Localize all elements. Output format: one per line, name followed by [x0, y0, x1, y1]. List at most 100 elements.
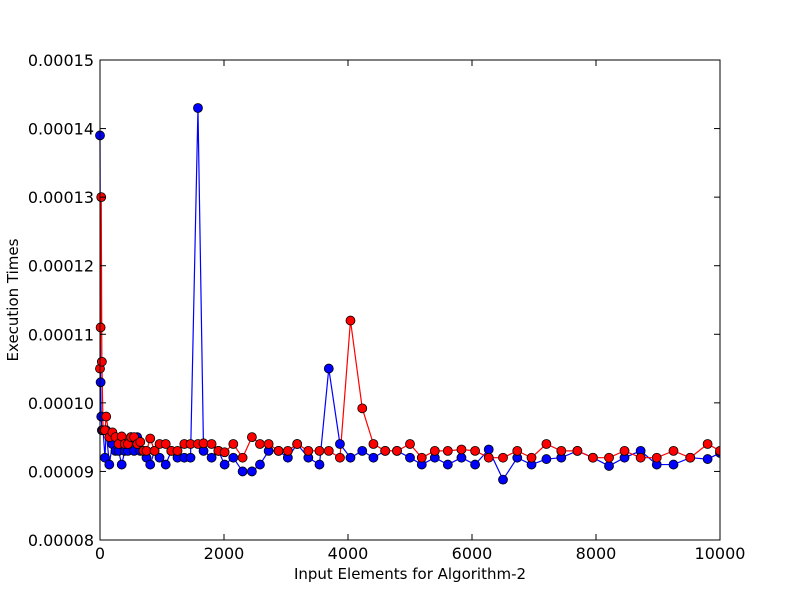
data-point-1 [292, 439, 303, 449]
data-point-1 [429, 445, 440, 456]
data-point-0 [483, 444, 494, 455]
data-point-1 [198, 438, 209, 449]
data-point-1 [368, 439, 379, 449]
data-point-1 [588, 452, 598, 463]
y-tick-label: 0.00008 [28, 531, 94, 550]
data-point-1 [456, 444, 467, 455]
data-point-1 [556, 445, 567, 456]
data-point-0 [357, 445, 368, 456]
data-point-0 [314, 459, 325, 470]
series-group [95, 103, 720, 485]
data-point-1 [635, 452, 646, 463]
data-point-0 [246, 466, 257, 477]
data-point-1 [335, 452, 345, 463]
series-layer [95, 103, 720, 485]
data-point-0 [442, 459, 453, 470]
data-point-0 [206, 452, 217, 463]
y-tick-label: 0.00014 [28, 120, 94, 139]
data-point-1 [572, 445, 583, 456]
data-point-1 [282, 445, 293, 456]
data-point-1 [263, 439, 274, 449]
data-point-0 [104, 459, 115, 470]
data-point-0 [145, 459, 156, 470]
data-point-1 [685, 452, 696, 463]
y-tick-label: 0.00012 [28, 257, 94, 276]
y-tick-label: 0.00015 [28, 51, 94, 70]
data-point-1 [470, 445, 481, 456]
data-point-1 [323, 445, 334, 456]
x-tick-label: 0 [95, 544, 105, 563]
data-point-1 [702, 439, 713, 449]
data-point-1 [405, 439, 415, 449]
data-point-0 [323, 363, 334, 374]
data-point-1 [145, 433, 156, 444]
data-point-1 [314, 445, 325, 456]
data-point-0 [160, 459, 171, 470]
y-tick-label: 0.00009 [28, 462, 94, 481]
data-point-0 [335, 439, 345, 449]
data-point-1 [95, 322, 106, 333]
y-tick-label: 0.00010 [28, 394, 94, 413]
data-point-0 [498, 474, 508, 485]
data-point-1 [149, 445, 160, 456]
data-point-1 [273, 445, 284, 456]
data-point-1 [141, 445, 152, 456]
x-tick-label: 6000 [452, 544, 493, 563]
data-point-1 [604, 452, 614, 463]
data-point-1 [101, 411, 112, 422]
data-point-1 [442, 445, 453, 456]
data-point-0 [470, 459, 481, 470]
data-point-1 [380, 445, 391, 456]
data-point-1 [160, 439, 171, 449]
data-point-1 [345, 315, 356, 326]
data-point-0 [185, 452, 196, 463]
data-point-0 [255, 459, 265, 470]
data-point-0 [228, 452, 239, 463]
data-point-1 [357, 403, 368, 414]
data-point-0 [668, 459, 679, 470]
data-point-0 [116, 459, 127, 470]
data-point-1 [541, 439, 552, 449]
data-point-1 [228, 439, 239, 449]
series-line-0 [99, 107, 720, 481]
tick-layer: 0 2000 4000 6000 8000 10000 0.00008 0.00009 0.00… [28, 51, 746, 563]
x-tick-label: 2000 [204, 544, 245, 563]
data-point-0 [345, 452, 356, 463]
data-point-0 [702, 454, 713, 464]
data-point-1 [498, 452, 508, 463]
data-point-1 [172, 445, 183, 456]
data-point-1 [303, 445, 314, 456]
x-tick-label: 8000 [576, 544, 617, 563]
data-point-1 [219, 447, 230, 458]
x-axis-label: Input Elements for Algorithm-2 [294, 565, 526, 583]
data-point-0 [604, 461, 614, 471]
data-point-0 [405, 452, 415, 463]
data-point-0 [219, 459, 230, 470]
data-point-1 [206, 439, 217, 449]
y-tick-label: 0.00013 [28, 188, 94, 207]
data-point-1 [619, 445, 630, 456]
data-point-1 [512, 445, 523, 456]
data-point-1 [715, 445, 720, 456]
data-point-1 [483, 452, 494, 463]
data-point-1 [392, 445, 402, 456]
y-axis-label: Execution Times [4, 238, 22, 361]
data-point-0 [237, 466, 248, 477]
data-point-0 [193, 103, 203, 113]
data-point-1 [96, 356, 107, 367]
data-point-0 [154, 452, 165, 463]
y-tick-label: 0.00011 [28, 325, 94, 344]
data-point-1 [651, 452, 662, 463]
data-point-0 [95, 377, 106, 388]
x-tick-label: 10000 [695, 544, 746, 563]
data-point-1 [668, 445, 679, 456]
data-point-1 [255, 439, 265, 449]
data-point-0 [368, 452, 379, 463]
data-point-1 [135, 437, 146, 447]
plot-frame [99, 59, 721, 541]
data-point-0 [456, 452, 467, 463]
data-point-1 [526, 452, 537, 463]
data-point-1 [246, 432, 257, 443]
x-tick-label: 4000 [328, 544, 369, 563]
data-point-1 [237, 452, 248, 463]
